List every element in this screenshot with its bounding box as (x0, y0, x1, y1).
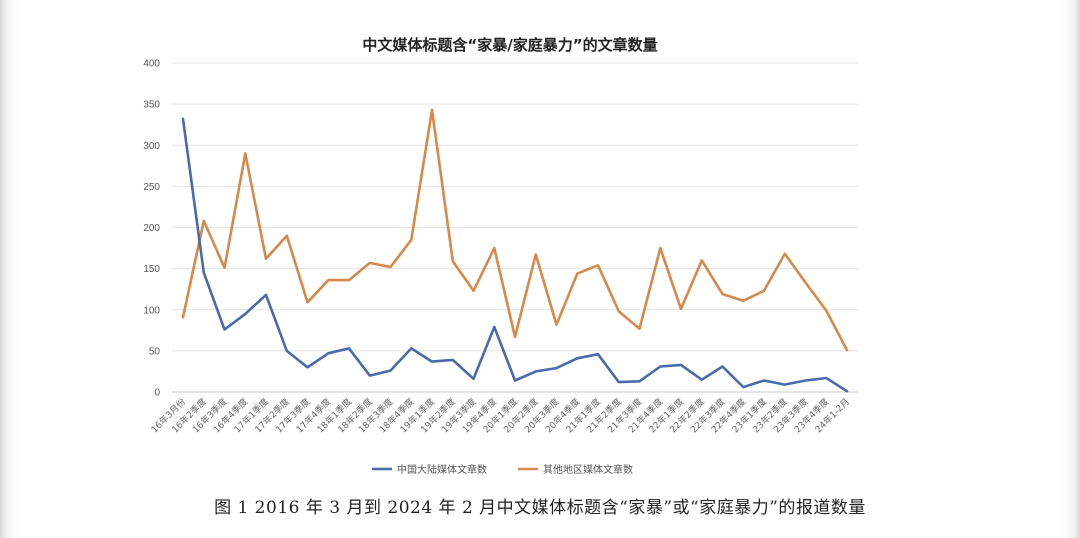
y-tick-label: 100 (143, 305, 160, 316)
y-tick-label: 200 (143, 223, 160, 234)
legend-label: 其他地区媒体文章数 (543, 463, 633, 476)
chart-title: 中文媒体标题含“家暴/家庭暴力”的文章数量 (362, 36, 657, 54)
y-tick-label: 350 (143, 100, 160, 111)
y-tick-label: 300 (143, 141, 160, 152)
series-line (181, 108, 849, 352)
y-axis-ticks: 0 50 100 150 200 250 300 350 400 (143, 59, 160, 399)
legend: 中国大陆媒体文章数 其他地区媒体文章数 (372, 463, 633, 476)
y-tick-label: 0 (154, 388, 160, 399)
grid (172, 62, 858, 393)
line-chart: 中文媒体标题含“家暴/家庭暴力”的文章数量 0 50 100 150 200 250 300… (143, 36, 858, 476)
y-tick-label: 50 (149, 346, 161, 357)
y-tick-label: 400 (143, 59, 160, 70)
figure-caption: 图 1 2016 年 3 月到 2024 年 2 月中文媒体标题含“家暴”或“家… (214, 498, 866, 518)
series-lines (181, 108, 849, 393)
y-tick-label: 250 (143, 182, 160, 193)
x-axis-ticks: 16年3月份16年2季度16年3季度16年4季度17年1季度17年2季度17年3… (148, 396, 852, 436)
legend-label: 中国大陆媒体文章数 (397, 463, 487, 476)
y-tick-label: 150 (143, 264, 160, 275)
series-line (181, 117, 849, 393)
